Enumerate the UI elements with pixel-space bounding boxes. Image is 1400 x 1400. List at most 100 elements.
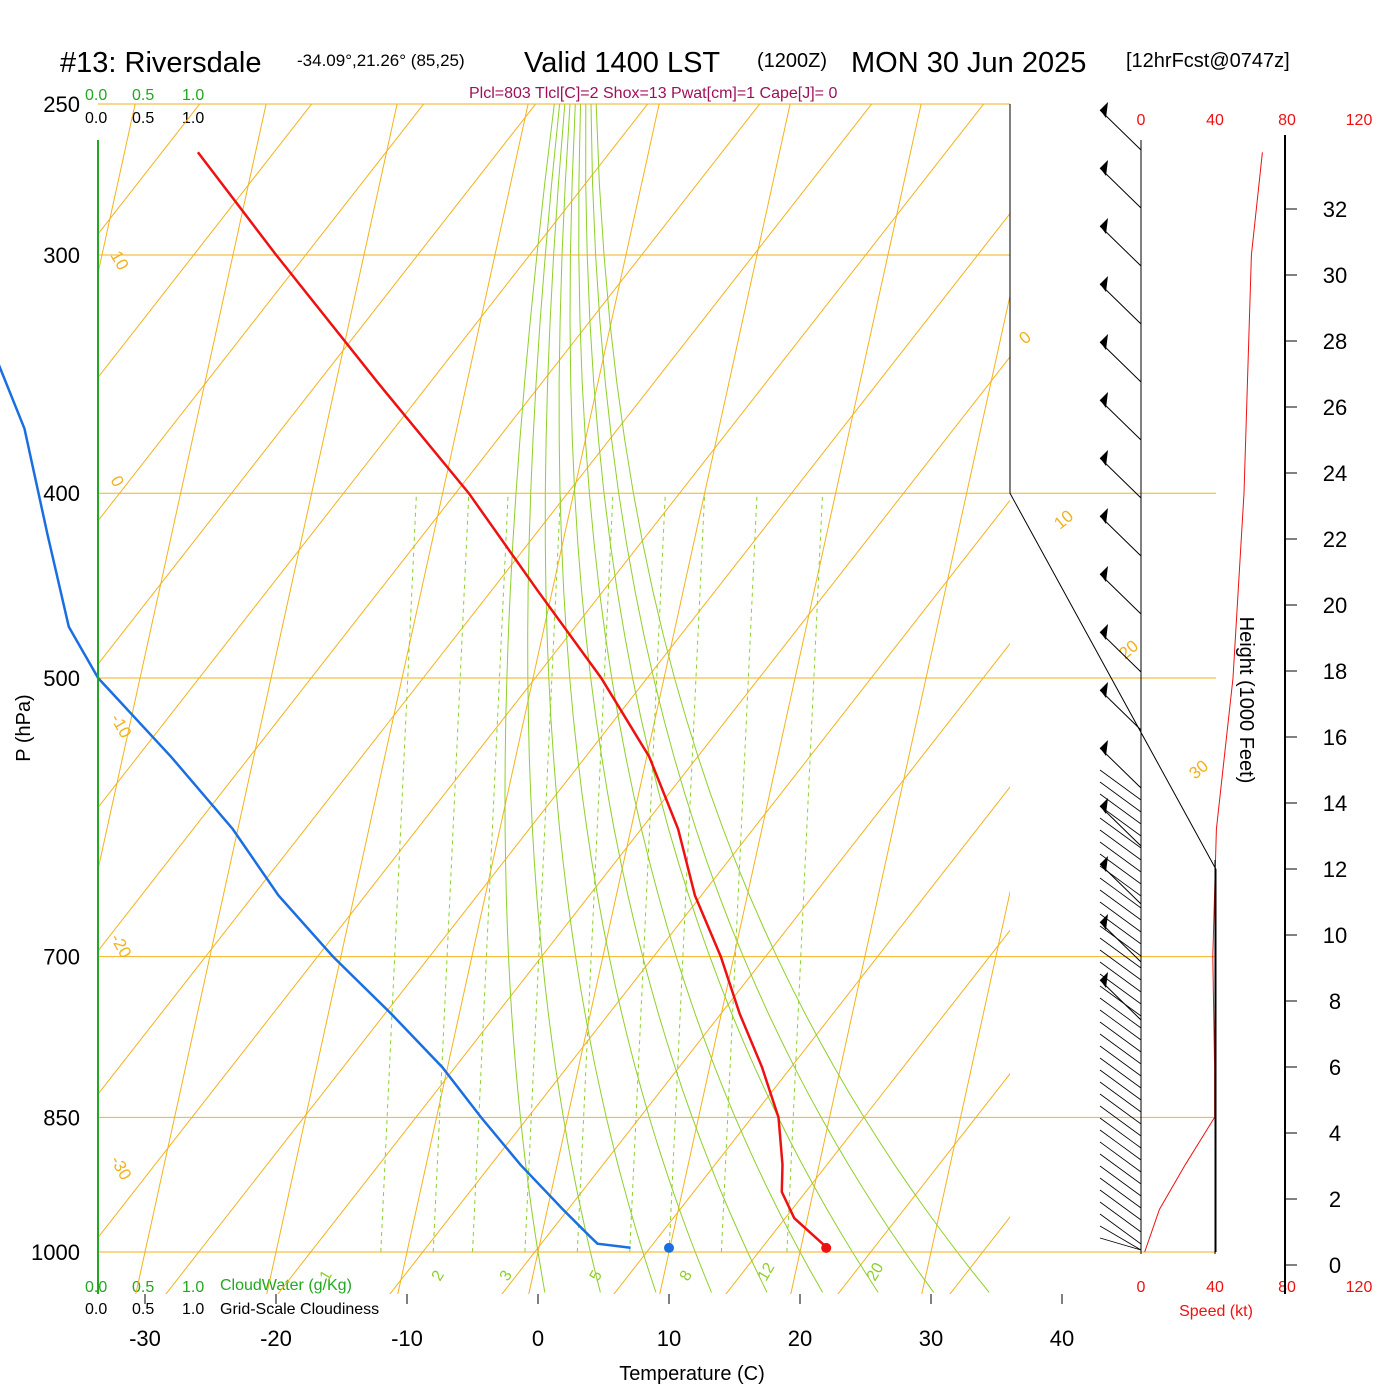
wind-barb (1099, 853, 1142, 885)
speed-tick: 40 (1206, 1279, 1224, 1296)
dry-adiabat-line (389, 499, 1010, 1294)
wind-barb (1099, 1141, 1142, 1173)
temperature-tick-label: 10 (657, 1326, 681, 1351)
speed-ticks-top: 0 40 80 120 (1137, 112, 1373, 129)
mixing-ratio-label: 12 (755, 1260, 779, 1284)
cloudwater-scale-bottom: 0.0 0.5 1.0 CloudWater (g/Kg) 0.0 0.5 1.… (85, 1277, 379, 1318)
dry-adiabat-line (98, 104, 873, 1096)
dry-adiabat-line (98, 104, 985, 1239)
wind-barb-flag (1100, 914, 1108, 930)
wind-barb (1099, 889, 1142, 921)
forecast-label: [12hrFcst@0747z] (1126, 50, 1290, 72)
wind-barb (1099, 1069, 1142, 1101)
valid-date: MON 30 Jun 2025 (851, 47, 1086, 79)
moist-adiabat-line (578, 104, 824, 1293)
chart-series (0, 151, 1263, 1253)
wind-barb (1099, 1189, 1142, 1221)
dry-adiabat-line (98, 104, 537, 665)
mixing-ratio-label: 8 (677, 1268, 696, 1284)
isotherm-label: 10 (1050, 506, 1077, 533)
height-tick-label: 16 (1323, 725, 1347, 750)
height-tick-label: 0 (1329, 1253, 1341, 1278)
pressure-tick-label: 400 (43, 481, 80, 506)
wind-barb (1099, 997, 1142, 1029)
dry-adiabat-line (98, 104, 649, 809)
wind-barb-flag (1100, 392, 1108, 408)
moist-adiabat-line (585, 104, 879, 1293)
wind-barb (1099, 1225, 1142, 1251)
wind-barb (1099, 283, 1142, 325)
wind-barb-flag (1100, 798, 1108, 814)
chart-grid (98, 0, 1400, 1340)
dewpoint-profile (0, 364, 631, 1250)
pressure-tick-label: 850 (43, 1105, 80, 1130)
cloudiness-tick-bottom: 0.0 (85, 1301, 107, 1318)
pressure-tick-label: 300 (43, 243, 80, 268)
dry-adiabat-line (98, 104, 313, 379)
height-tick-label: 4 (1329, 1121, 1341, 1146)
isotherm-line (98, 104, 136, 276)
cloudiness-label: Grid-Scale Cloudiness (220, 1301, 379, 1318)
moist-adiabat-line (504, 104, 555, 1293)
wind-barb (1099, 805, 1142, 847)
height-axis-label: Height (1000 Feet) (1235, 617, 1257, 784)
plot-right-boundary (1009, 104, 1217, 1252)
wind-barb-flag (1100, 102, 1108, 118)
wind-barb (1099, 399, 1142, 441)
wind-barb (1099, 769, 1142, 801)
mixing-ratio-line (720, 493, 758, 1253)
pressure-tick-label: 500 (43, 666, 80, 691)
wind-barb (1099, 805, 1142, 837)
speed-tick: 0 (1137, 112, 1146, 129)
cloudiness-tick-top: 0.0 (85, 110, 107, 127)
speed-tick: 120 (1346, 112, 1373, 129)
isotherm-label: -30 (107, 1153, 136, 1184)
mixing-ratio-line (668, 493, 706, 1253)
mixing-ratio-label: 20 (864, 1260, 888, 1284)
isotherm-line (1176, 0, 1400, 1331)
temperature-tick-label: 0 (532, 1326, 544, 1351)
wind-barb (1099, 1165, 1142, 1197)
wind-barb-flag (1100, 218, 1108, 234)
height-tick-label: 22 (1323, 527, 1347, 552)
temperature-tick-label: 40 (1050, 1326, 1074, 1351)
temperature-tick-label: -10 (391, 1326, 423, 1351)
wind-barb (1099, 901, 1142, 933)
wind-barb-flag (1100, 624, 1108, 640)
cloudwater-scale-top: 0.0 0.5 1.0 0.0 0.5 1.0 (85, 87, 204, 127)
pressure-tick-label: 250 (43, 92, 80, 117)
wind-barb-flag (1100, 682, 1108, 698)
wind-barb (1099, 793, 1142, 825)
wind-barb (1099, 1237, 1142, 1251)
wind-barb (1099, 515, 1142, 557)
cloudwater-tick-top: 1.0 (182, 87, 204, 104)
speed-axis-label: Speed (kt) (1179, 1303, 1253, 1320)
dry-adiabat-line (98, 104, 761, 952)
wind-barb (1099, 925, 1142, 957)
wind-barb (1099, 913, 1142, 945)
wind-barb (1099, 1045, 1142, 1077)
wind-barb (1099, 167, 1142, 209)
valid-time: Valid 1400 LST (524, 47, 720, 79)
dry-adiabat-line (949, 1216, 1010, 1294)
speed-tick: 80 (1278, 1279, 1296, 1296)
temperature-tick-label: -20 (260, 1326, 292, 1351)
mixing-ratio-label: 3 (497, 1268, 516, 1284)
y-axis-label: P (hPa) (13, 694, 35, 761)
wind-barb (1099, 1117, 1142, 1149)
isotherm-label: 20 (1115, 636, 1142, 663)
indices-line: Plcl=803 Tlcl[C]=2 Shox=13 Pwat[cm]=1 Ca… (469, 85, 837, 102)
wind-barb (1099, 973, 1142, 1005)
wind-barb-flag (1100, 276, 1108, 292)
mixing-ratio-line (432, 493, 470, 1253)
dry-adiabat-line (1362, 60, 1400, 1340)
wind-barb (1099, 573, 1142, 615)
height-tick-label: 30 (1323, 263, 1347, 288)
isotherm-label: 10 (107, 248, 133, 274)
mixing-ratio-line (472, 493, 509, 1253)
wind-barb (1099, 631, 1142, 673)
wind-barb (1099, 1033, 1142, 1065)
cloudiness-tick-top: 1.0 (182, 110, 204, 127)
